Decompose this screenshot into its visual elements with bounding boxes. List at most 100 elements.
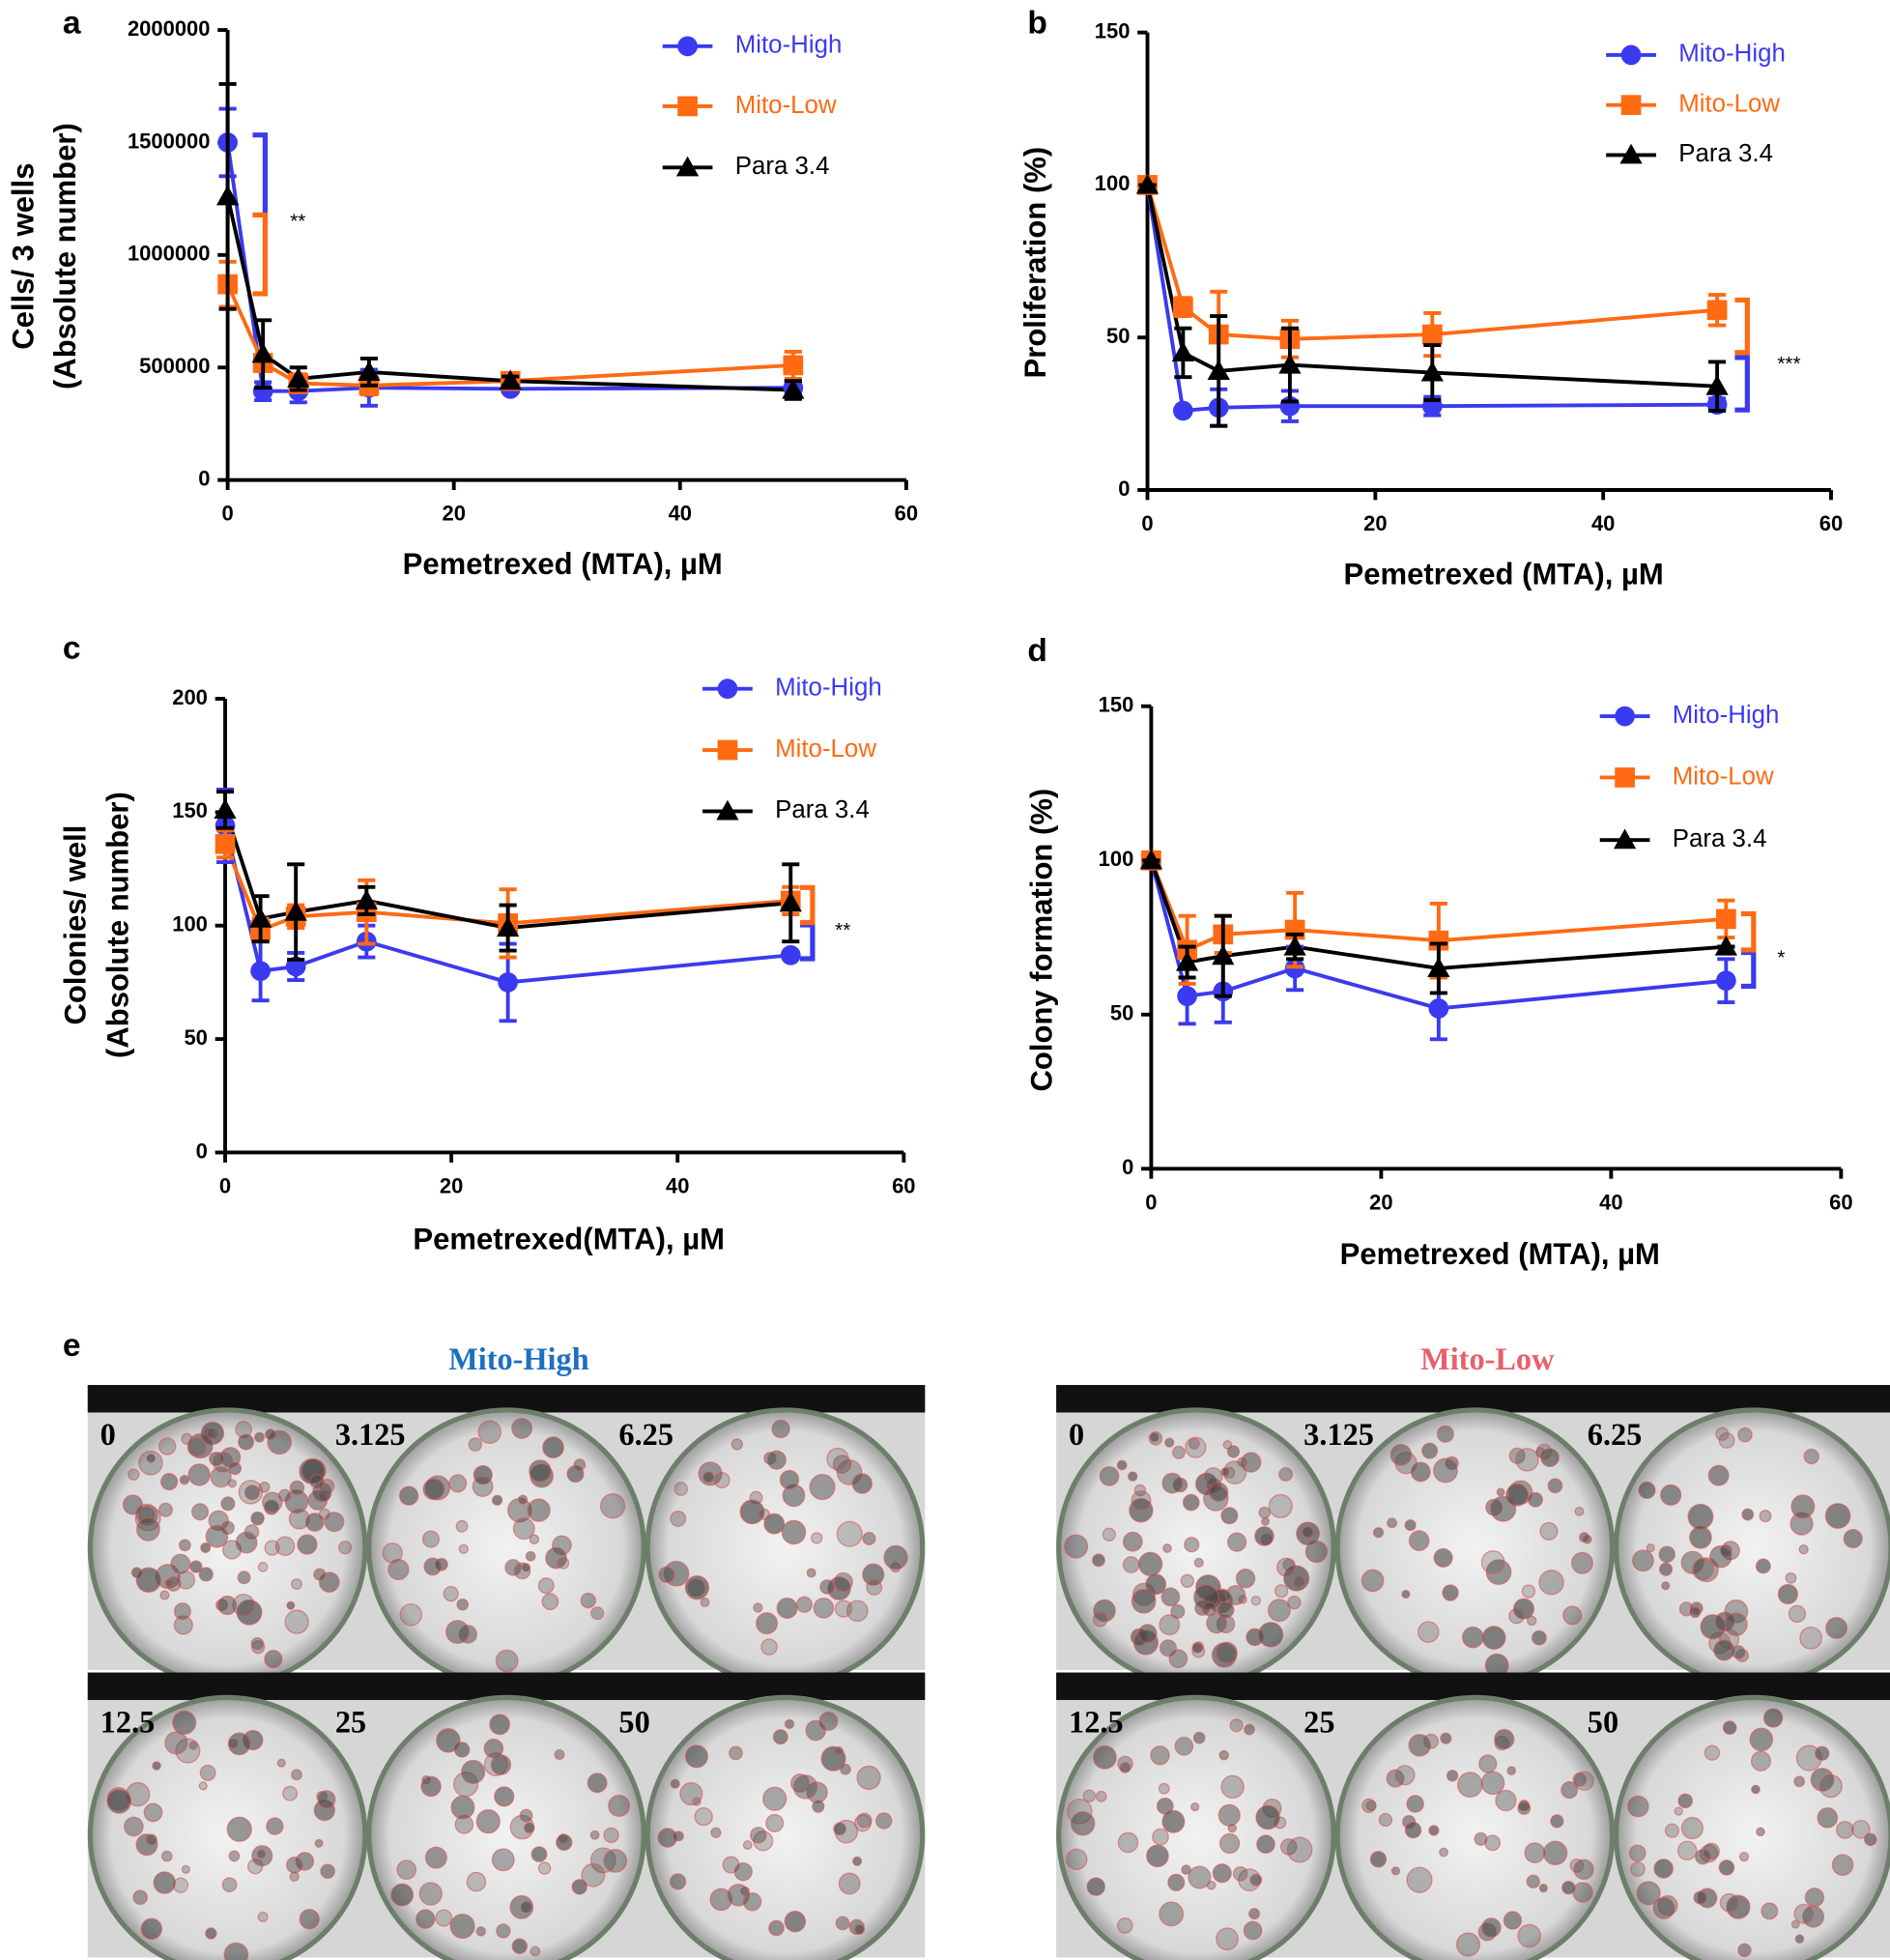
marker [1212, 944, 1235, 966]
colony [491, 1494, 503, 1506]
series-line [225, 195, 793, 392]
dose-label: 6.25 [1588, 1417, 1643, 1452]
colony [461, 1759, 486, 1784]
colony [1258, 1506, 1272, 1519]
colony [1243, 1920, 1263, 1941]
colony [670, 1510, 687, 1527]
colony [132, 1889, 148, 1905]
colony [140, 1917, 163, 1940]
colony [227, 1732, 251, 1756]
colony [282, 1785, 299, 1801]
marker [498, 972, 518, 993]
colony [710, 1827, 722, 1838]
colony [1825, 1616, 1848, 1639]
colony [875, 1812, 893, 1830]
colony [424, 1846, 447, 1869]
series-line [1145, 185, 1718, 389]
colony [491, 1848, 515, 1872]
colony [1751, 1784, 1761, 1795]
colony [537, 1577, 555, 1595]
colony [750, 1827, 767, 1844]
colony [525, 1550, 536, 1562]
colony [189, 1560, 203, 1573]
colony [1506, 1766, 1517, 1775]
colony [205, 1524, 229, 1548]
colony [198, 1567, 214, 1582]
x-tick-label: 0 [221, 502, 233, 526]
colony [658, 1566, 675, 1583]
colony [1064, 1534, 1089, 1559]
colony [657, 1828, 678, 1848]
colony [187, 1463, 211, 1486]
colony [826, 1447, 849, 1471]
colony [1803, 1448, 1819, 1465]
annotation: * [1777, 946, 1785, 968]
colony [792, 1774, 818, 1800]
colony [608, 1794, 631, 1817]
colony [264, 1540, 280, 1556]
colony [1664, 1823, 1680, 1838]
colony [1190, 1801, 1200, 1812]
legend-label: Mito-High [775, 674, 882, 701]
colony [702, 1471, 715, 1484]
colony [466, 1871, 487, 1892]
colony [529, 1459, 552, 1483]
colony [1562, 1605, 1583, 1626]
colony [1851, 1820, 1871, 1839]
y-tick-label: 100 [1099, 847, 1134, 871]
colony [254, 1431, 266, 1443]
colony [186, 1437, 207, 1457]
colony [820, 1745, 846, 1772]
colony [1293, 1575, 1305, 1588]
colony [1657, 1894, 1678, 1917]
colony [1092, 1611, 1108, 1628]
colony [1394, 1765, 1416, 1786]
well [644, 1407, 926, 1688]
colony [517, 1494, 529, 1505]
colony [477, 1420, 502, 1444]
colony [1127, 1471, 1138, 1482]
colony [1722, 1720, 1737, 1736]
significance-bracket [799, 884, 816, 926]
colony [421, 1530, 441, 1548]
colony [1268, 1493, 1293, 1518]
colony [1521, 1584, 1536, 1599]
colony [1164, 1437, 1175, 1448]
x-tick-label: 60 [892, 1174, 915, 1198]
colony [205, 1927, 217, 1940]
colony [1719, 1892, 1739, 1913]
colony [729, 1745, 743, 1761]
colony [813, 1598, 835, 1619]
colony [198, 1781, 208, 1791]
colony [512, 1517, 535, 1541]
colony [1095, 1790, 1107, 1802]
colony [1481, 1917, 1502, 1938]
panel-title: Mito-Low [1420, 1341, 1555, 1376]
colony [1278, 1467, 1294, 1482]
colony [1145, 1573, 1167, 1596]
colony [776, 1597, 798, 1619]
colony [135, 1833, 158, 1857]
colony [304, 1513, 325, 1532]
colony [220, 1496, 236, 1512]
dose-label: 50 [618, 1704, 649, 1739]
colony [396, 1859, 417, 1881]
panel-letter: a [63, 6, 81, 42]
y-tick-label: 1500000 [128, 129, 211, 153]
annotation: ** [835, 919, 850, 941]
colony [1738, 1852, 1750, 1862]
colony [436, 1728, 461, 1753]
colony [1158, 1782, 1170, 1795]
colony [1815, 1745, 1830, 1761]
colony [1718, 1859, 1735, 1876]
colony [458, 1543, 469, 1554]
colony [158, 1502, 173, 1517]
colony [1361, 1798, 1377, 1813]
colony [1689, 1526, 1712, 1549]
colony [173, 1615, 193, 1635]
colony [1777, 1583, 1798, 1605]
colony [236, 1599, 263, 1626]
colony [1184, 1537, 1200, 1553]
colony [164, 1731, 188, 1755]
colony [1433, 1457, 1458, 1484]
